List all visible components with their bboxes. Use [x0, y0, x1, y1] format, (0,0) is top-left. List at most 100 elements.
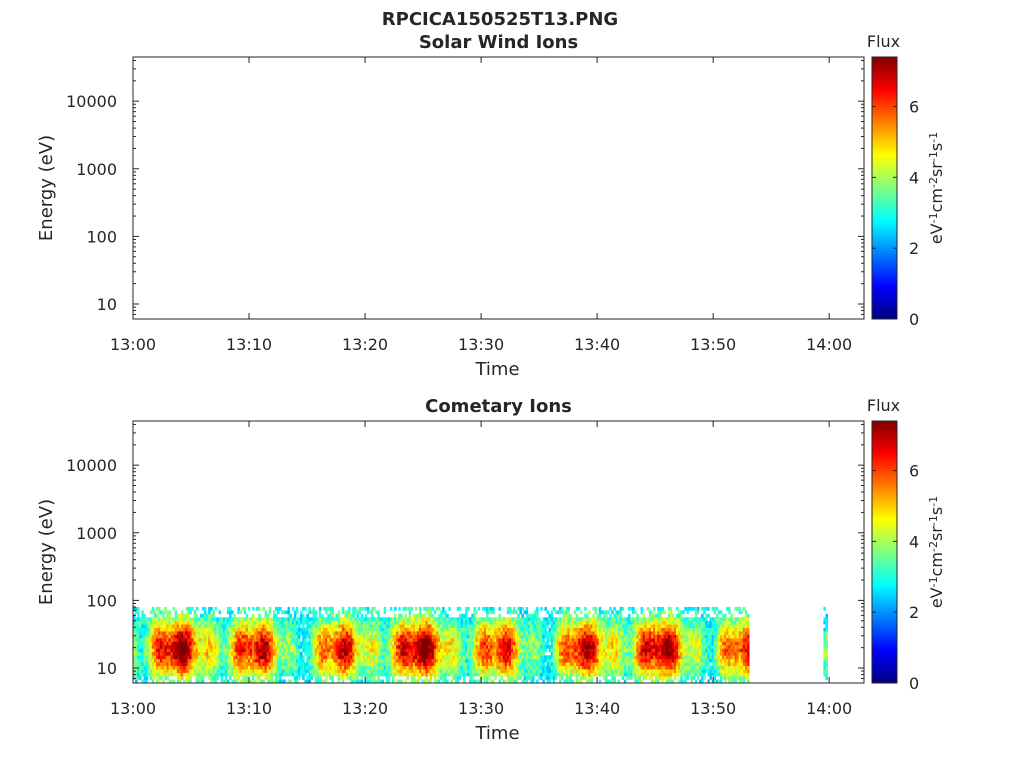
- heatmap-cell: [189, 651, 192, 656]
- heatmap-cell: [272, 613, 276, 618]
- heatmap-cell: [298, 665, 301, 670]
- heatmap-cell: [291, 655, 295, 660]
- heatmap-cell: [366, 651, 370, 656]
- heatmap-cell: [444, 644, 447, 649]
- heatmap-cell: [308, 665, 311, 670]
- heatmap-cell: [621, 638, 625, 642]
- heatmap-cell: [437, 606, 441, 611]
- heatmap-cell: [617, 620, 621, 625]
- heatmap-cell: [550, 658, 554, 663]
- heatmap-cell: [592, 672, 595, 677]
- heatmap-cell: [335, 651, 339, 656]
- heatmap-cell: [398, 613, 401, 618]
- heatmap-cell: [166, 641, 169, 646]
- heatmap-cell: [197, 669, 201, 673]
- heatmap-cell: [366, 672, 370, 677]
- heatmap-cell: [337, 655, 341, 660]
- heatmap-cell: [293, 669, 297, 673]
- heatmap-cell: [281, 610, 284, 615]
- heatmap-cell: [346, 662, 349, 667]
- heatmap-cell: [609, 658, 612, 663]
- heatmap-cell: [379, 631, 382, 635]
- heatmap-cell: [366, 658, 370, 663]
- heatmap-cell: [381, 679, 385, 684]
- heatmap-cell: [515, 676, 518, 680]
- heatmap-cell: [187, 679, 190, 684]
- heatmap-cell: [383, 606, 387, 611]
- heatmap-cell: [379, 638, 382, 642]
- heatmap-cell: [469, 644, 472, 649]
- heatmap-cell: [619, 610, 623, 615]
- heatmap-cell: [329, 651, 332, 656]
- heatmap-cell: [258, 620, 261, 625]
- heatmap-cell: [571, 638, 575, 642]
- heatmap-cell: [617, 617, 621, 622]
- heatmap-cell: [582, 648, 585, 653]
- heatmap-cell: [625, 627, 629, 632]
- heatmap-cell: [607, 669, 610, 673]
- heatmap-cell: [642, 641, 646, 646]
- heatmap-cell: [270, 672, 274, 677]
- heatmap-cell: [408, 638, 412, 642]
- heatmap-cell: [511, 617, 514, 622]
- heatmap-cell: [515, 644, 518, 649]
- heatmap-cell: [483, 655, 487, 660]
- heatmap-cell: [224, 662, 228, 667]
- heatmap-cell: [646, 638, 650, 642]
- heatmap-cell: [266, 672, 270, 677]
- heatmap-cell: [638, 655, 641, 660]
- heatmap-cell: [567, 679, 570, 684]
- heatmap-cell: [145, 651, 149, 656]
- heatmap-cell: [323, 634, 326, 639]
- heatmap-cell: [644, 620, 648, 625]
- heatmap-cell: [166, 638, 169, 642]
- heatmap-cell: [625, 655, 629, 660]
- heatmap-cell: [216, 672, 220, 677]
- heatmap-cell: [623, 672, 627, 677]
- heatmap-cell: [320, 638, 324, 642]
- heatmap-cell: [239, 679, 243, 684]
- heatmap-cell: [573, 617, 577, 622]
- heatmap-cell: [508, 624, 512, 628]
- heatmap-cell: [577, 644, 581, 649]
- heatmap-cell: [531, 634, 535, 639]
- heatmap-cell: [272, 648, 276, 653]
- heatmap-cell: [254, 665, 257, 670]
- heatmap-cell: [304, 651, 307, 656]
- heatmap-cell: [295, 644, 299, 649]
- heatmap-cell: [525, 610, 529, 615]
- heatmap-cell: [650, 662, 654, 667]
- heatmap-cell: [189, 669, 192, 673]
- heatmap-cell: [423, 627, 426, 632]
- heatmap-cell: [314, 638, 318, 642]
- heatmap-cell: [646, 627, 650, 632]
- heatmap-cell: [287, 606, 291, 611]
- heatmap-cell: [477, 638, 481, 642]
- heatmap-cell: [648, 631, 652, 635]
- heatmap-cell: [584, 648, 587, 653]
- heatmap-cell: [254, 624, 257, 628]
- heatmap-cell: [435, 638, 439, 642]
- heatmap-cell: [331, 669, 334, 673]
- heatmap-cell: [640, 606, 644, 611]
- heatmap-cell: [279, 665, 282, 670]
- heatmap-cell: [291, 648, 295, 653]
- heatmap-cell: [272, 610, 276, 615]
- heatmap-cell: [189, 676, 192, 680]
- heatmap-cell: [168, 644, 171, 649]
- heatmap-cell: [348, 627, 351, 632]
- y-tick-label: 10: [97, 295, 117, 314]
- heatmap-cell: [350, 644, 353, 649]
- heatmap-cell: [341, 651, 345, 656]
- heatmap-cell: [266, 641, 270, 646]
- heatmap-cell: [579, 624, 583, 628]
- heatmap-cell: [333, 627, 336, 632]
- heatmap-cell: [249, 634, 253, 639]
- heatmap-cell: [364, 624, 368, 628]
- heatmap-cell: [460, 624, 464, 628]
- heatmap-cell: [613, 658, 616, 663]
- heatmap-cell: [513, 651, 516, 656]
- heatmap-cell: [314, 627, 318, 632]
- heatmap-cell: [153, 617, 157, 622]
- heatmap-cell: [508, 662, 512, 667]
